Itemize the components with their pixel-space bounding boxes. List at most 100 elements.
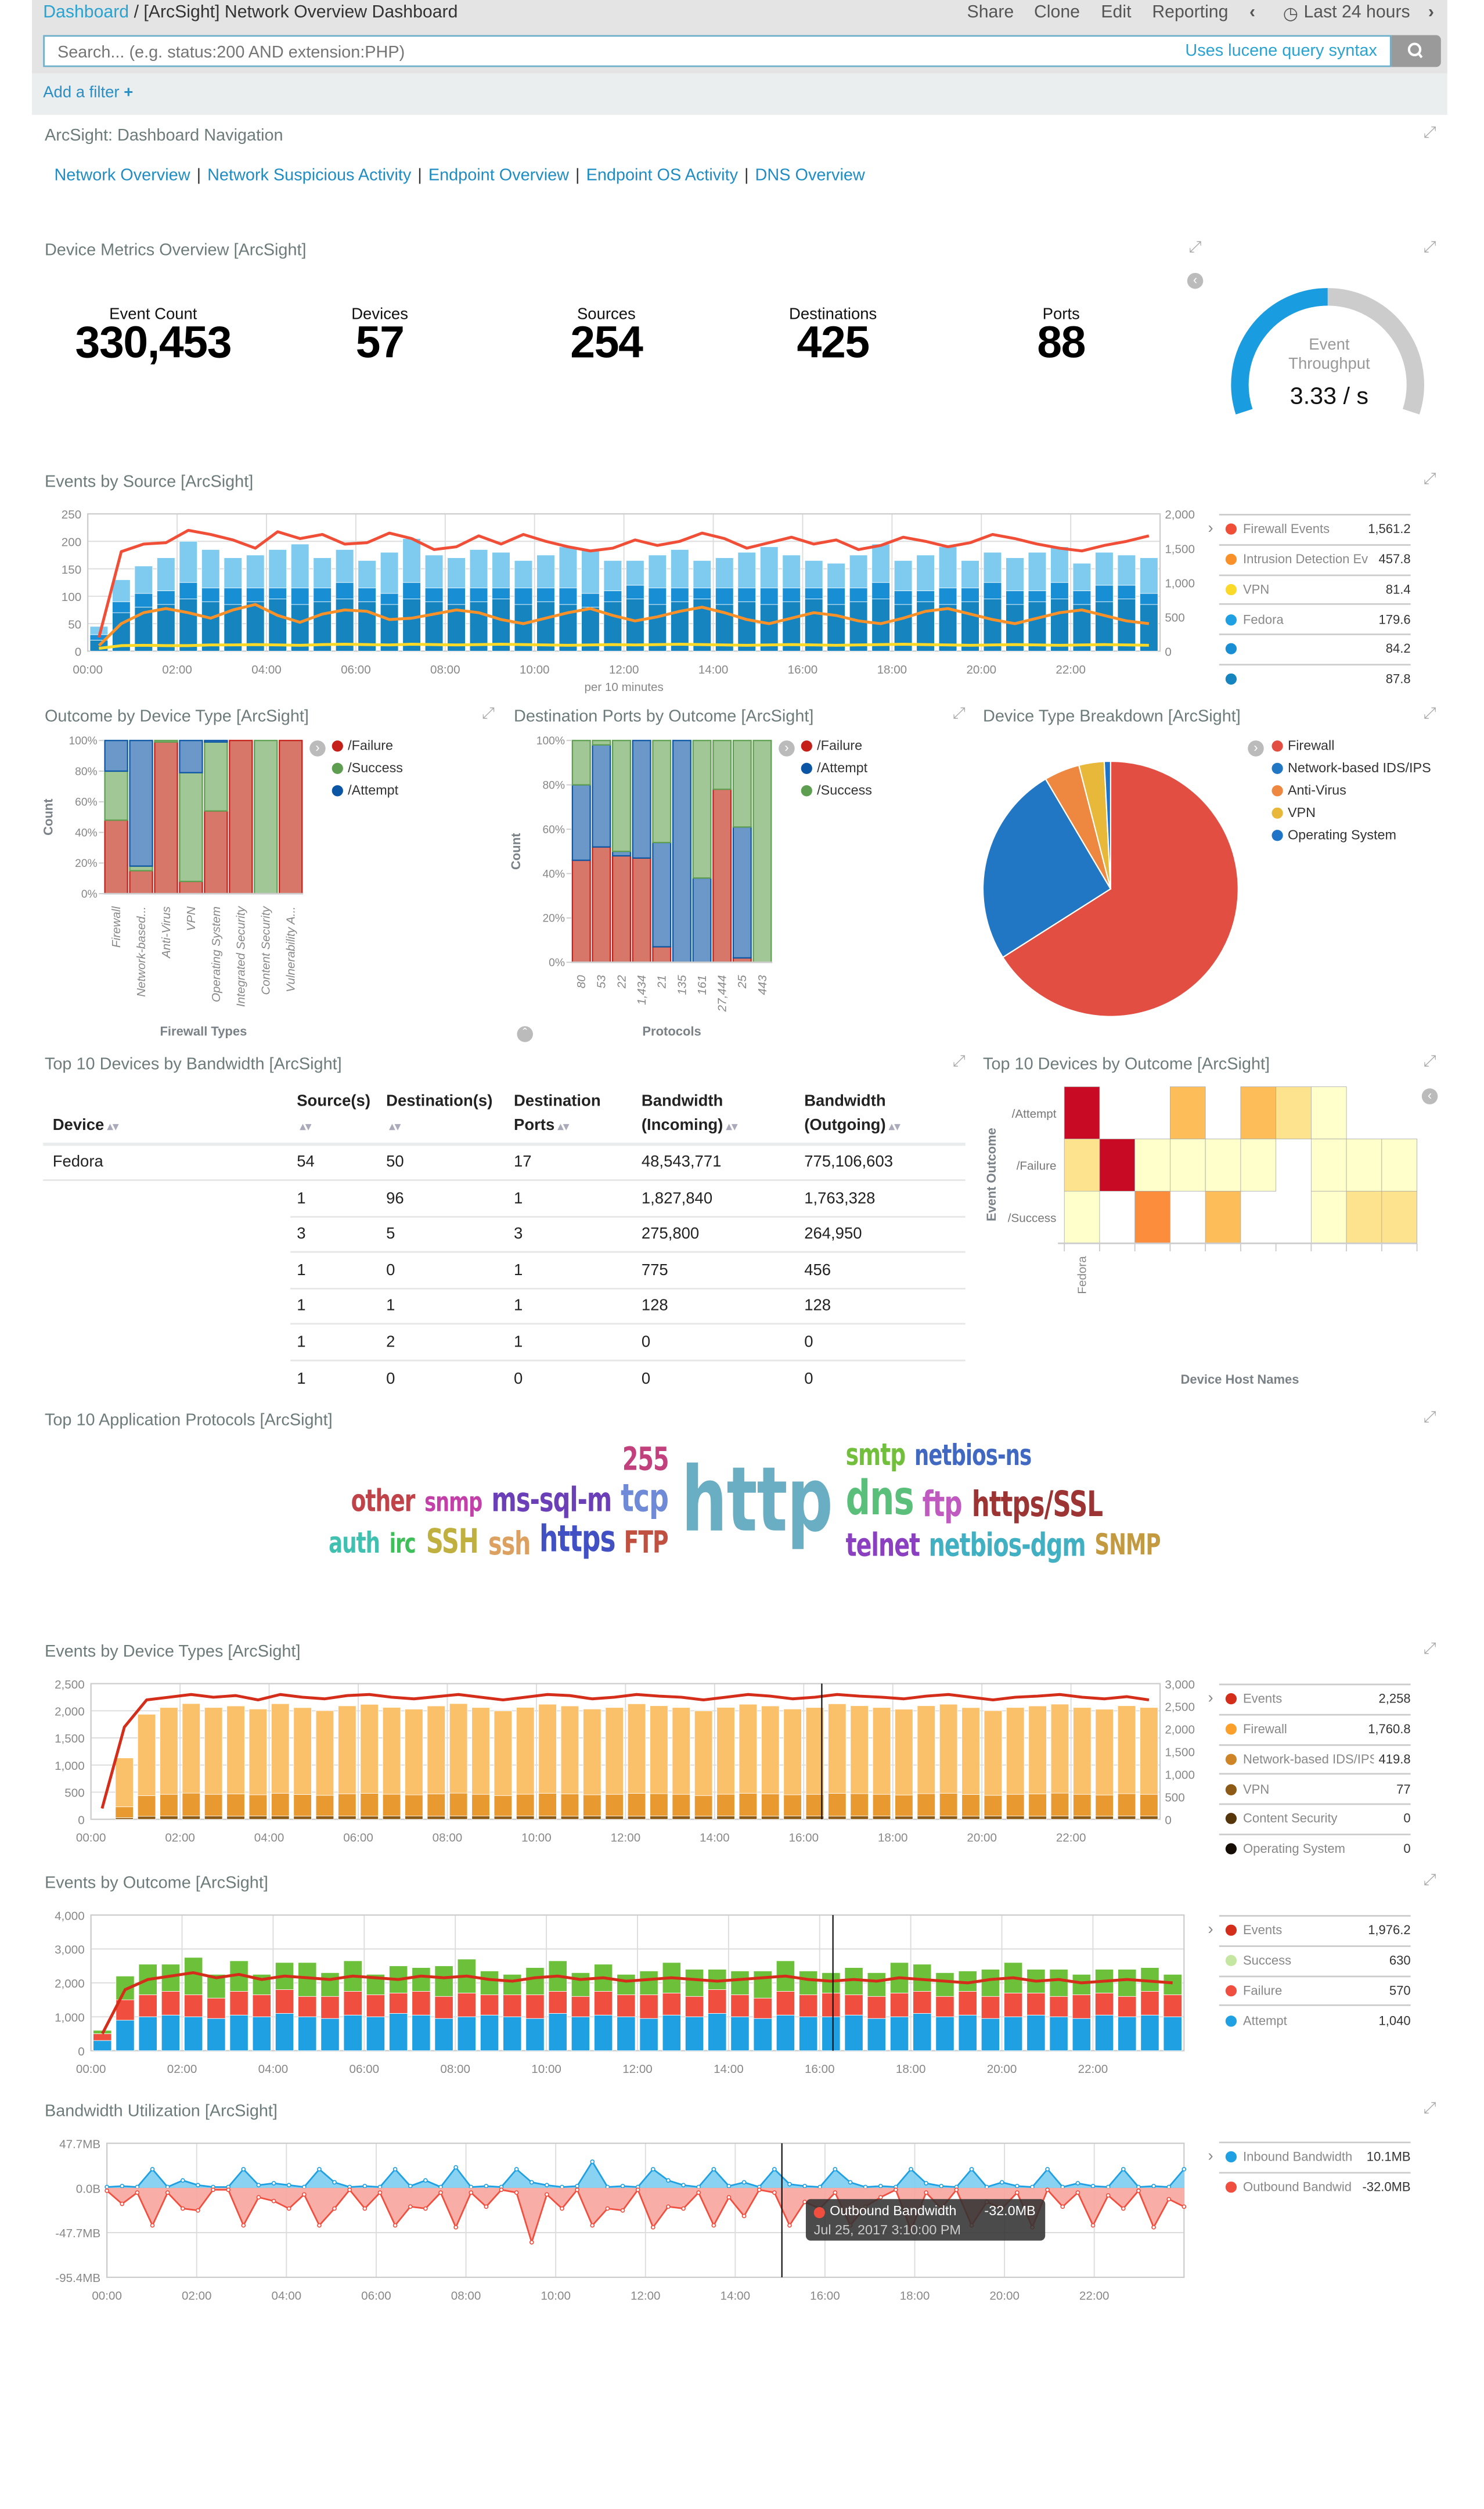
tag-cloud-word[interactable]: ftp	[923, 1485, 963, 1526]
tag-cloud-word[interactable]: SNMP	[1095, 1528, 1162, 1563]
legend-item[interactable]: 87.8	[1219, 664, 1411, 693]
legend-item[interactable]: Anti-Virus	[1272, 782, 1346, 798]
legend-item[interactable]: /Attempt	[801, 759, 867, 776]
chevron-right-icon[interactable]: ›	[1208, 1690, 1213, 1708]
expand-icon[interactable]: ⤢	[952, 1053, 966, 1071]
tag-cloud-word[interactable]: ssh	[487, 1524, 530, 1563]
tag-cloud-word[interactable]: other	[350, 1484, 415, 1520]
collapse-legend-icon[interactable]: ‹	[1421, 1088, 1438, 1104]
nav-link-network-suspicious-activity[interactable]: Network Suspicious Activity	[207, 165, 412, 185]
chevron-left-icon[interactable]: ‹	[1249, 3, 1256, 23]
legend-item[interactable]: VPN	[1272, 804, 1316, 820]
tag-cloud-word[interactable]: ms-sql-m	[491, 1481, 612, 1520]
chevron-up-icon[interactable]: ˆ	[517, 1026, 533, 1042]
tag-cloud-word[interactable]: auth	[329, 1527, 381, 1561]
column-header[interactable]: (Incoming) ▴▾	[642, 1115, 737, 1139]
tag-cloud-word[interactable]: snmp	[424, 1487, 482, 1520]
tag-cloud-word[interactable]: 255	[622, 1439, 669, 1478]
legend-item[interactable]: /Success	[801, 782, 872, 798]
legend-item[interactable]: Fedora 179.6	[1219, 603, 1411, 633]
legend-item[interactable]: Failure 570	[1219, 1975, 1411, 2004]
reporting-button[interactable]: Reporting	[1152, 3, 1229, 23]
column-header[interactable]: ▴▾	[386, 1115, 401, 1139]
column-header[interactable]: Source(s)	[297, 1093, 370, 1111]
legend-item[interactable]: VPN 81.4	[1219, 574, 1411, 603]
tag-cloud-word[interactable]: netbios-ns	[914, 1439, 1032, 1473]
expand-icon[interactable]: ⤢	[1423, 1871, 1436, 1890]
outcome-by-device-chart[interactable]: 0% 20% 40% 60% 80% 100% Firewall Network-based.…	[32, 726, 319, 1046]
expand-icon[interactable]: ⤢	[1423, 1053, 1436, 1071]
expand-icon[interactable]: ⤢	[1423, 239, 1436, 257]
legend-item[interactable]: Intrusion Detection Ev 457.8	[1219, 543, 1411, 574]
legend-item[interactable]: 84.2	[1219, 633, 1411, 664]
tag-cloud-word[interactable]: SSH	[426, 1522, 478, 1561]
legend-item[interactable]: Firewall Events 1,561.2	[1219, 513, 1411, 543]
column-header[interactable]: ▴▾	[297, 1115, 311, 1139]
lucene-syntax-link[interactable]: Uses lucene query syntax	[1185, 41, 1377, 61]
tag-cloud-word[interactable]: tcp	[621, 1476, 669, 1521]
legend-item[interactable]: Network-based IDS/IPS 419.8	[1219, 1743, 1411, 1773]
expand-icon[interactable]: ⤢	[1423, 2100, 1436, 2118]
chevron-right-icon[interactable]: ›	[1208, 1921, 1213, 1939]
legend-item[interactable]: Success 630	[1219, 1945, 1411, 1975]
search-button[interactable]	[1391, 35, 1441, 67]
legend-item[interactable]: /Failure	[332, 737, 393, 753]
expand-icon[interactable]: ⤢	[482, 705, 495, 723]
tag-cloud-word[interactable]: telnet	[845, 1525, 920, 1564]
column-header[interactable]: Destination	[513, 1093, 601, 1111]
collapse-legend-icon[interactable]: ›	[779, 740, 795, 757]
expand-icon[interactable]: ⤢	[1423, 470, 1436, 489]
expand-icon[interactable]: ⤢	[952, 705, 966, 723]
time-range-picker[interactable]: Last 24 hours	[1303, 3, 1410, 23]
chevron-right-icon[interactable]: ›	[1428, 3, 1434, 23]
column-header[interactable]: (Outgoing) ▴▾	[804, 1115, 900, 1139]
legend-item[interactable]: Network-based IDS/IPS	[1272, 759, 1431, 776]
legend-item[interactable]: Attempt 1,040	[1219, 2005, 1411, 2035]
legend-item[interactable]: Content Security 0	[1219, 1804, 1411, 1833]
nav-link-dns-overview[interactable]: DNS Overview	[755, 165, 865, 185]
chevron-right-icon[interactable]: ›	[1208, 520, 1213, 538]
add-filter-button[interactable]: Add a filter +	[43, 85, 133, 102]
nav-link-endpoint-overview[interactable]: Endpoint Overview	[428, 165, 570, 185]
legend-item[interactable]: Inbound Bandwidth 10.1MB	[1219, 2141, 1411, 2171]
column-header[interactable]: Bandwidth	[804, 1093, 886, 1111]
expand-icon[interactable]: ⤢	[1423, 705, 1436, 723]
nav-link-endpoint-os-activity[interactable]: Endpoint OS Activity	[586, 165, 739, 185]
tag-cloud-word[interactable]: https	[539, 1519, 615, 1561]
legend-item[interactable]: Firewall 1,760.8	[1219, 1714, 1411, 1743]
column-header[interactable]: Bandwidth	[641, 1093, 723, 1111]
tag-cloud-word[interactable]: FTP	[624, 1525, 669, 1561]
column-header[interactable]: Ports ▴▾	[514, 1115, 569, 1139]
legend-item[interactable]: /Attempt	[332, 782, 398, 798]
collapse-legend-icon[interactable]: ›	[309, 740, 326, 757]
tag-cloud-word[interactable]: dns	[845, 1471, 914, 1528]
expand-icon[interactable]: ⤢	[1423, 1640, 1436, 1658]
legend-item[interactable]: VPN 77	[1219, 1773, 1411, 1804]
collapse-legend-icon[interactable]: ‹	[1187, 272, 1204, 289]
devices-by-outcome-heatmap[interactable]: /Attempt/Failure/Success Fedora Device Hos…	[974, 1077, 1428, 1396]
share-button[interactable]: Share	[967, 3, 1014, 23]
events-by-device-types-chart[interactable]: 0 500 1,000 1,500 2,000 2,500 0 500 1,000 1,500 2,…	[0, 1668, 1213, 1859]
events-by-source-chart[interactable]: 0 50 100 150 200 250 0 500 1,000 1,500 2,000 00:00 0…	[0, 495, 1213, 702]
legend-item[interactable]: Outbound Bandwid -32.0MB	[1219, 2172, 1411, 2201]
legend-item[interactable]: Events 1,976.2	[1219, 1915, 1411, 1945]
tag-cloud-word[interactable]: netbios-dgm	[928, 1525, 1086, 1564]
legend-item[interactable]: Firewall	[1272, 737, 1334, 753]
legend-item[interactable]: Operating System 0	[1219, 1833, 1411, 1863]
events-by-outcome-chart[interactable]: 0 1,000 2,000 3,000 4,000 00:00 02:00 04:00 06:0…	[0, 1899, 1213, 2091]
legend-item[interactable]: /Success	[332, 759, 403, 776]
column-header[interactable]: Destination(s)	[386, 1093, 493, 1111]
collapse-legend-icon[interactable]: ›	[1248, 740, 1264, 757]
expand-icon[interactable]: ⤢	[1423, 124, 1436, 142]
tag-cloud-word[interactable]: irc	[390, 1528, 417, 1561]
breadcrumb-dashboard-link[interactable]: Dashboard	[43, 3, 129, 23]
tag-cloud-word[interactable]: https/SSL	[972, 1485, 1103, 1526]
legend-item[interactable]: Operating System	[1272, 827, 1396, 843]
column-header[interactable]: Device ▴▾	[53, 1115, 118, 1139]
legend-item[interactable]: /Failure	[801, 737, 862, 753]
tag-cloud-word[interactable]: smtp	[845, 1438, 905, 1473]
expand-icon[interactable]: ⤢	[1188, 239, 1202, 257]
legend-item[interactable]: Events 2,258	[1219, 1683, 1411, 1714]
clone-button[interactable]: Clone	[1033, 3, 1080, 23]
expand-icon[interactable]: ⤢	[1423, 1409, 1436, 1427]
